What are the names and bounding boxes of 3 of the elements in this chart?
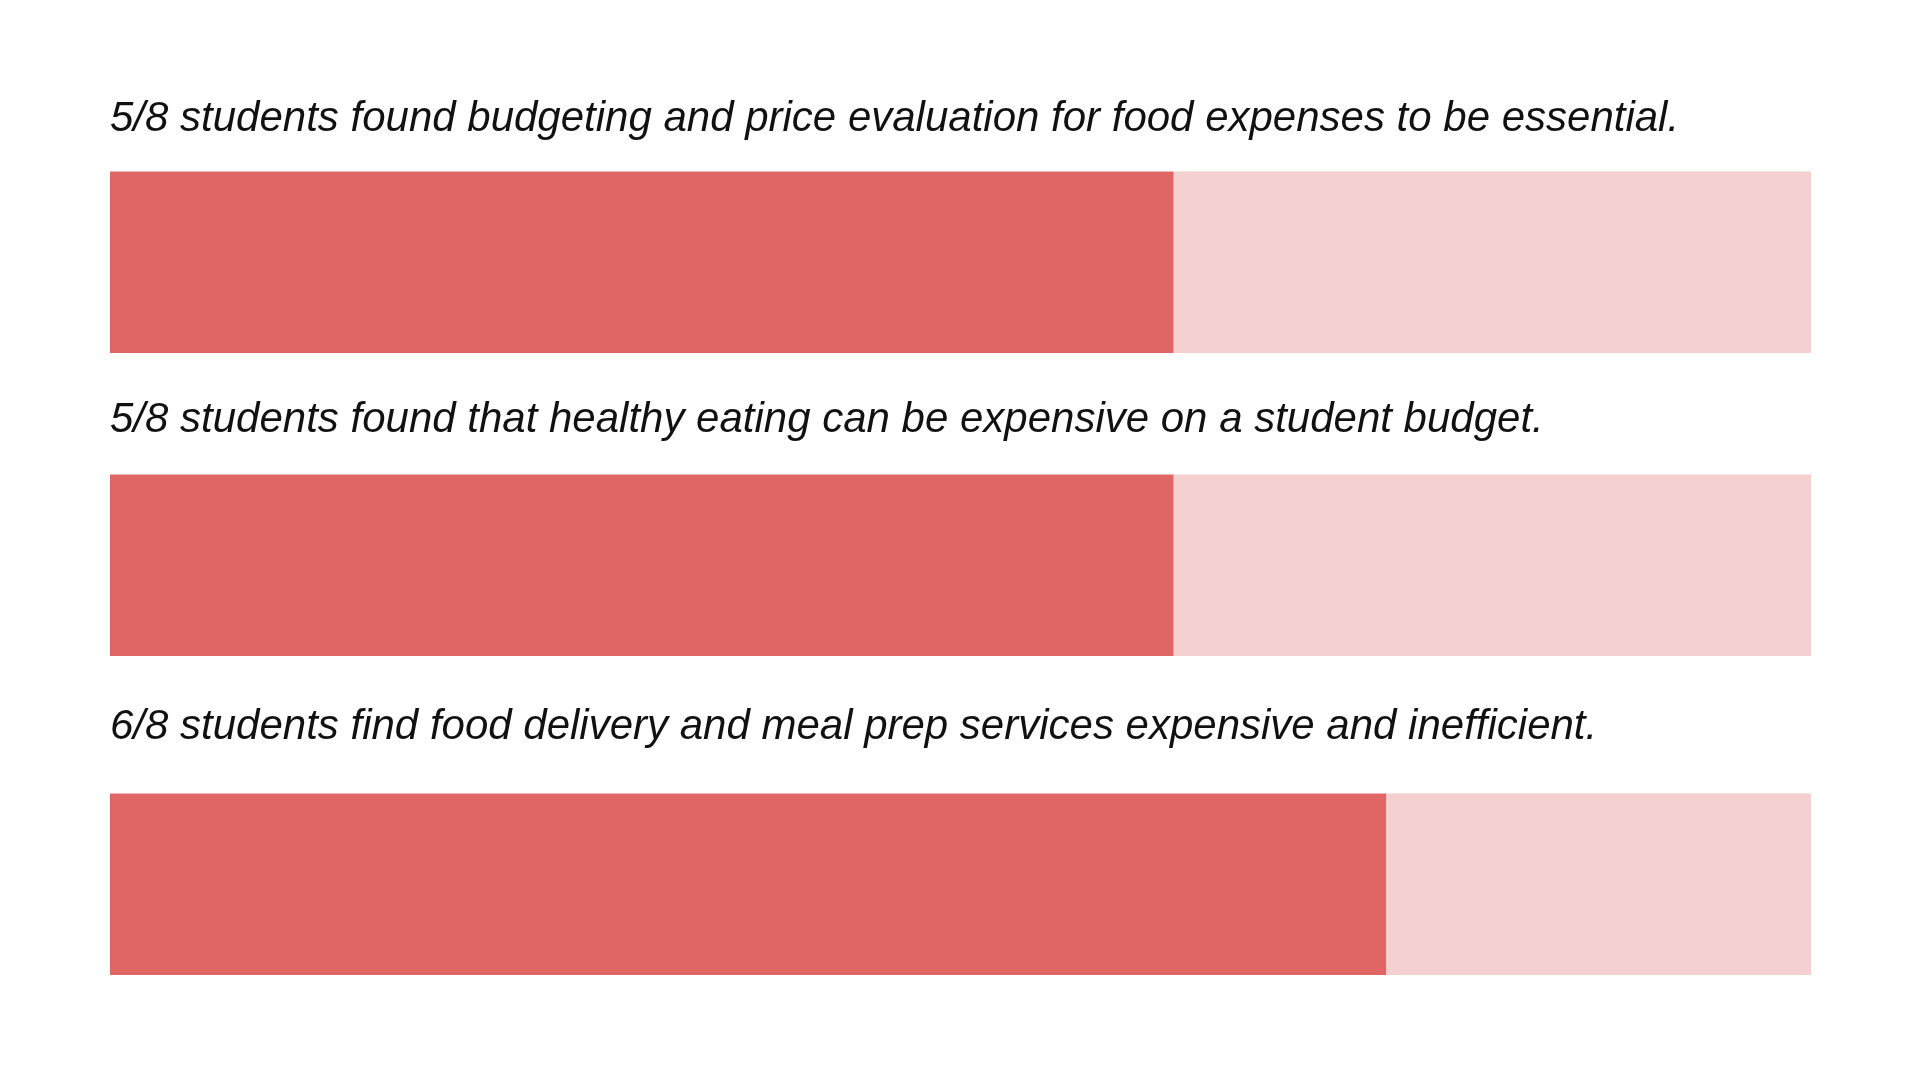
chart-title: 5/8 students found that healthy eating can be expensive on a student budget. bbox=[110, 393, 1544, 441]
chart-title: 5/8 students found budgeting and price evaluation for food expenses to be essential. bbox=[110, 92, 1680, 140]
chart-title: 6/8 students find food delivery and meal prep services expensive and inefficient. bbox=[110, 700, 1598, 748]
